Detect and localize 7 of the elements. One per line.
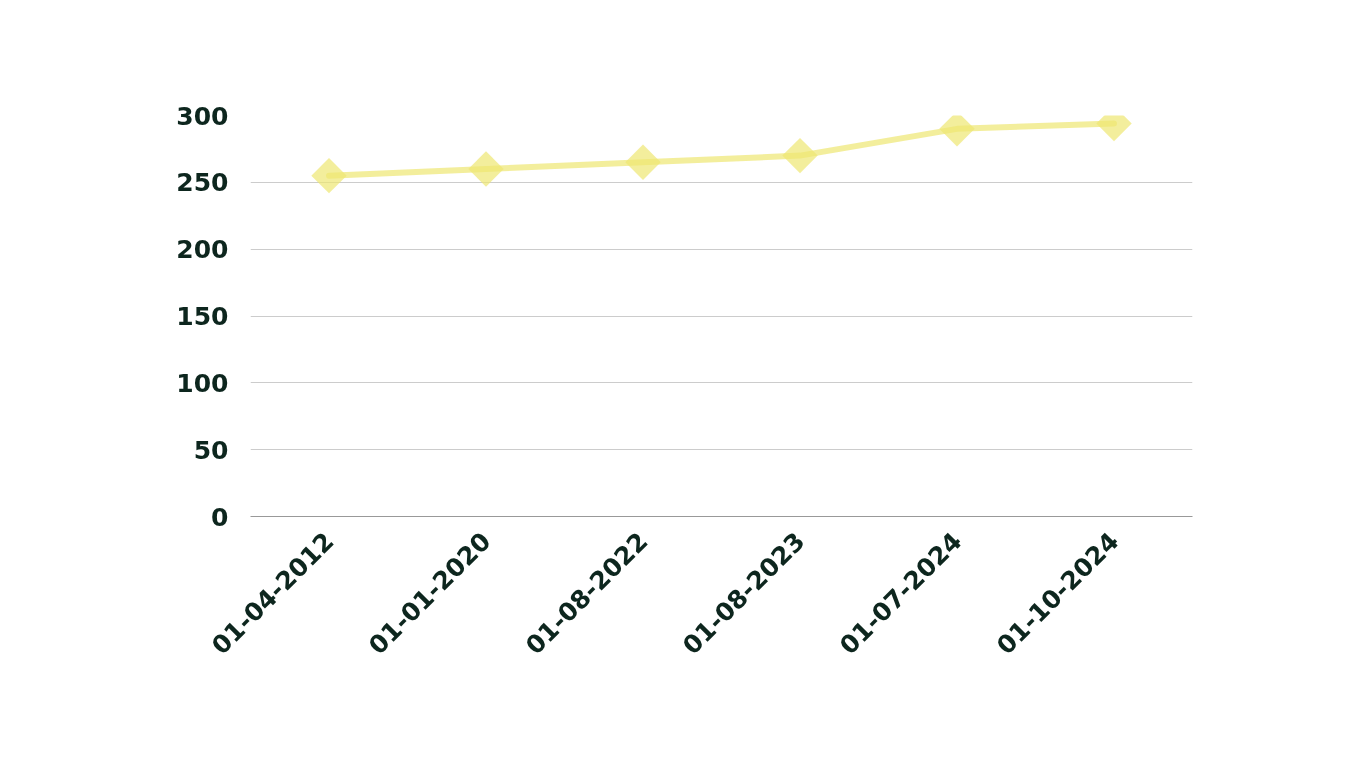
y-tick-label: 300 — [176, 101, 229, 131]
y-tick-label: 250 — [176, 168, 229, 198]
y-tick-label: 50 — [193, 435, 229, 465]
y-tick-label: 0 — [211, 502, 229, 532]
y-tick-label: 150 — [176, 302, 229, 331]
y-tick-label: 200 — [176, 235, 229, 265]
y-tick-label: 100 — [176, 368, 229, 398]
